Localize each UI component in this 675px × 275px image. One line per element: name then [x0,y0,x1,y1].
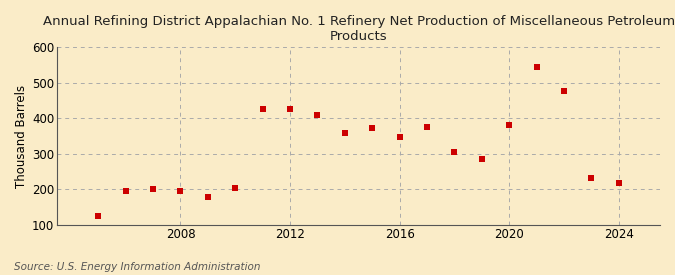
Point [202,195,213,199]
Point [175,189,186,193]
Point [148,187,159,192]
Point [367,126,378,130]
Point [312,112,323,117]
Point [394,135,405,139]
Y-axis label: Thousand Barrels: Thousand Barrels [15,84,28,188]
Point [559,89,570,93]
Title: Annual Refining District Appalachian No. 1 Refinery Net Production of Miscellane: Annual Refining District Appalachian No.… [43,15,674,43]
Point [586,176,597,180]
Point [340,131,350,135]
Point [531,65,542,69]
Point [120,189,131,193]
Point [285,107,296,111]
Point [477,156,487,161]
Point [504,122,515,127]
Point [230,185,241,190]
Point [93,214,104,218]
Text: Source: U.S. Energy Information Administration: Source: U.S. Energy Information Administ… [14,262,260,272]
Point [422,125,433,129]
Point [449,150,460,154]
Point [614,181,624,185]
Point [257,107,268,111]
